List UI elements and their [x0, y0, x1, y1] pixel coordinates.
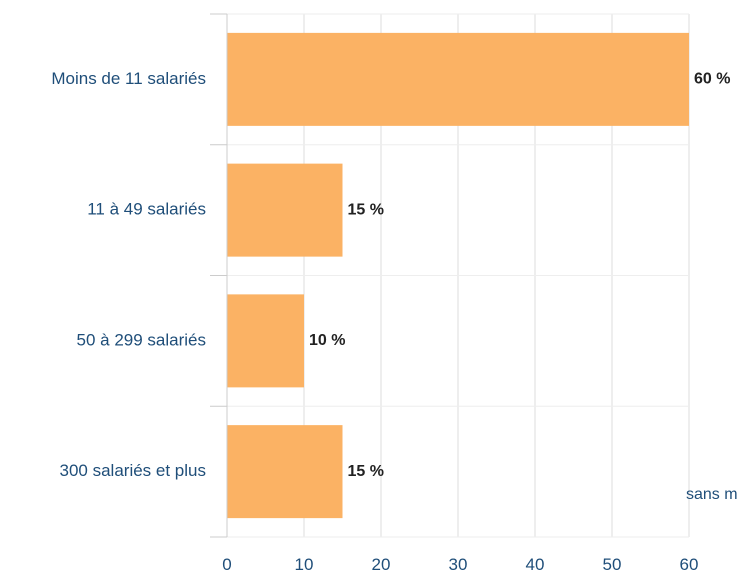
- value-label-3: 15 %: [348, 463, 384, 480]
- x-tick-label-0: 0: [222, 555, 231, 574]
- category-label-2: 50 à 299 salariés: [77, 330, 206, 349]
- annotation-label: sans m: [686, 486, 738, 503]
- value-label-1: 15 %: [348, 201, 384, 218]
- value-label-0: 60 %: [694, 71, 730, 88]
- category-label-0: Moins de 11 salariés: [51, 69, 206, 88]
- x-tick-label-1: 10: [295, 555, 314, 574]
- bars: [227, 32, 689, 519]
- x-tick-label-3: 30: [449, 555, 468, 574]
- category-label-3: 300 salariés et plus: [60, 461, 206, 480]
- x-tick-label-4: 40: [526, 555, 545, 574]
- category-label-1: 11 à 49 salariés: [87, 200, 206, 219]
- x-tick-label-5: 50: [603, 555, 622, 574]
- labels: Moins de 11 salariés 60 % 11 à 49 salariés…: [51, 69, 737, 574]
- bar-0: [227, 32, 689, 126]
- x-tick-label-6: 60: [680, 555, 699, 574]
- bar-3: [227, 425, 343, 519]
- bar-2: [227, 294, 304, 388]
- value-label-2: 10 %: [309, 332, 345, 349]
- bar-1: [227, 163, 343, 257]
- x-tick-label-2: 20: [372, 555, 391, 574]
